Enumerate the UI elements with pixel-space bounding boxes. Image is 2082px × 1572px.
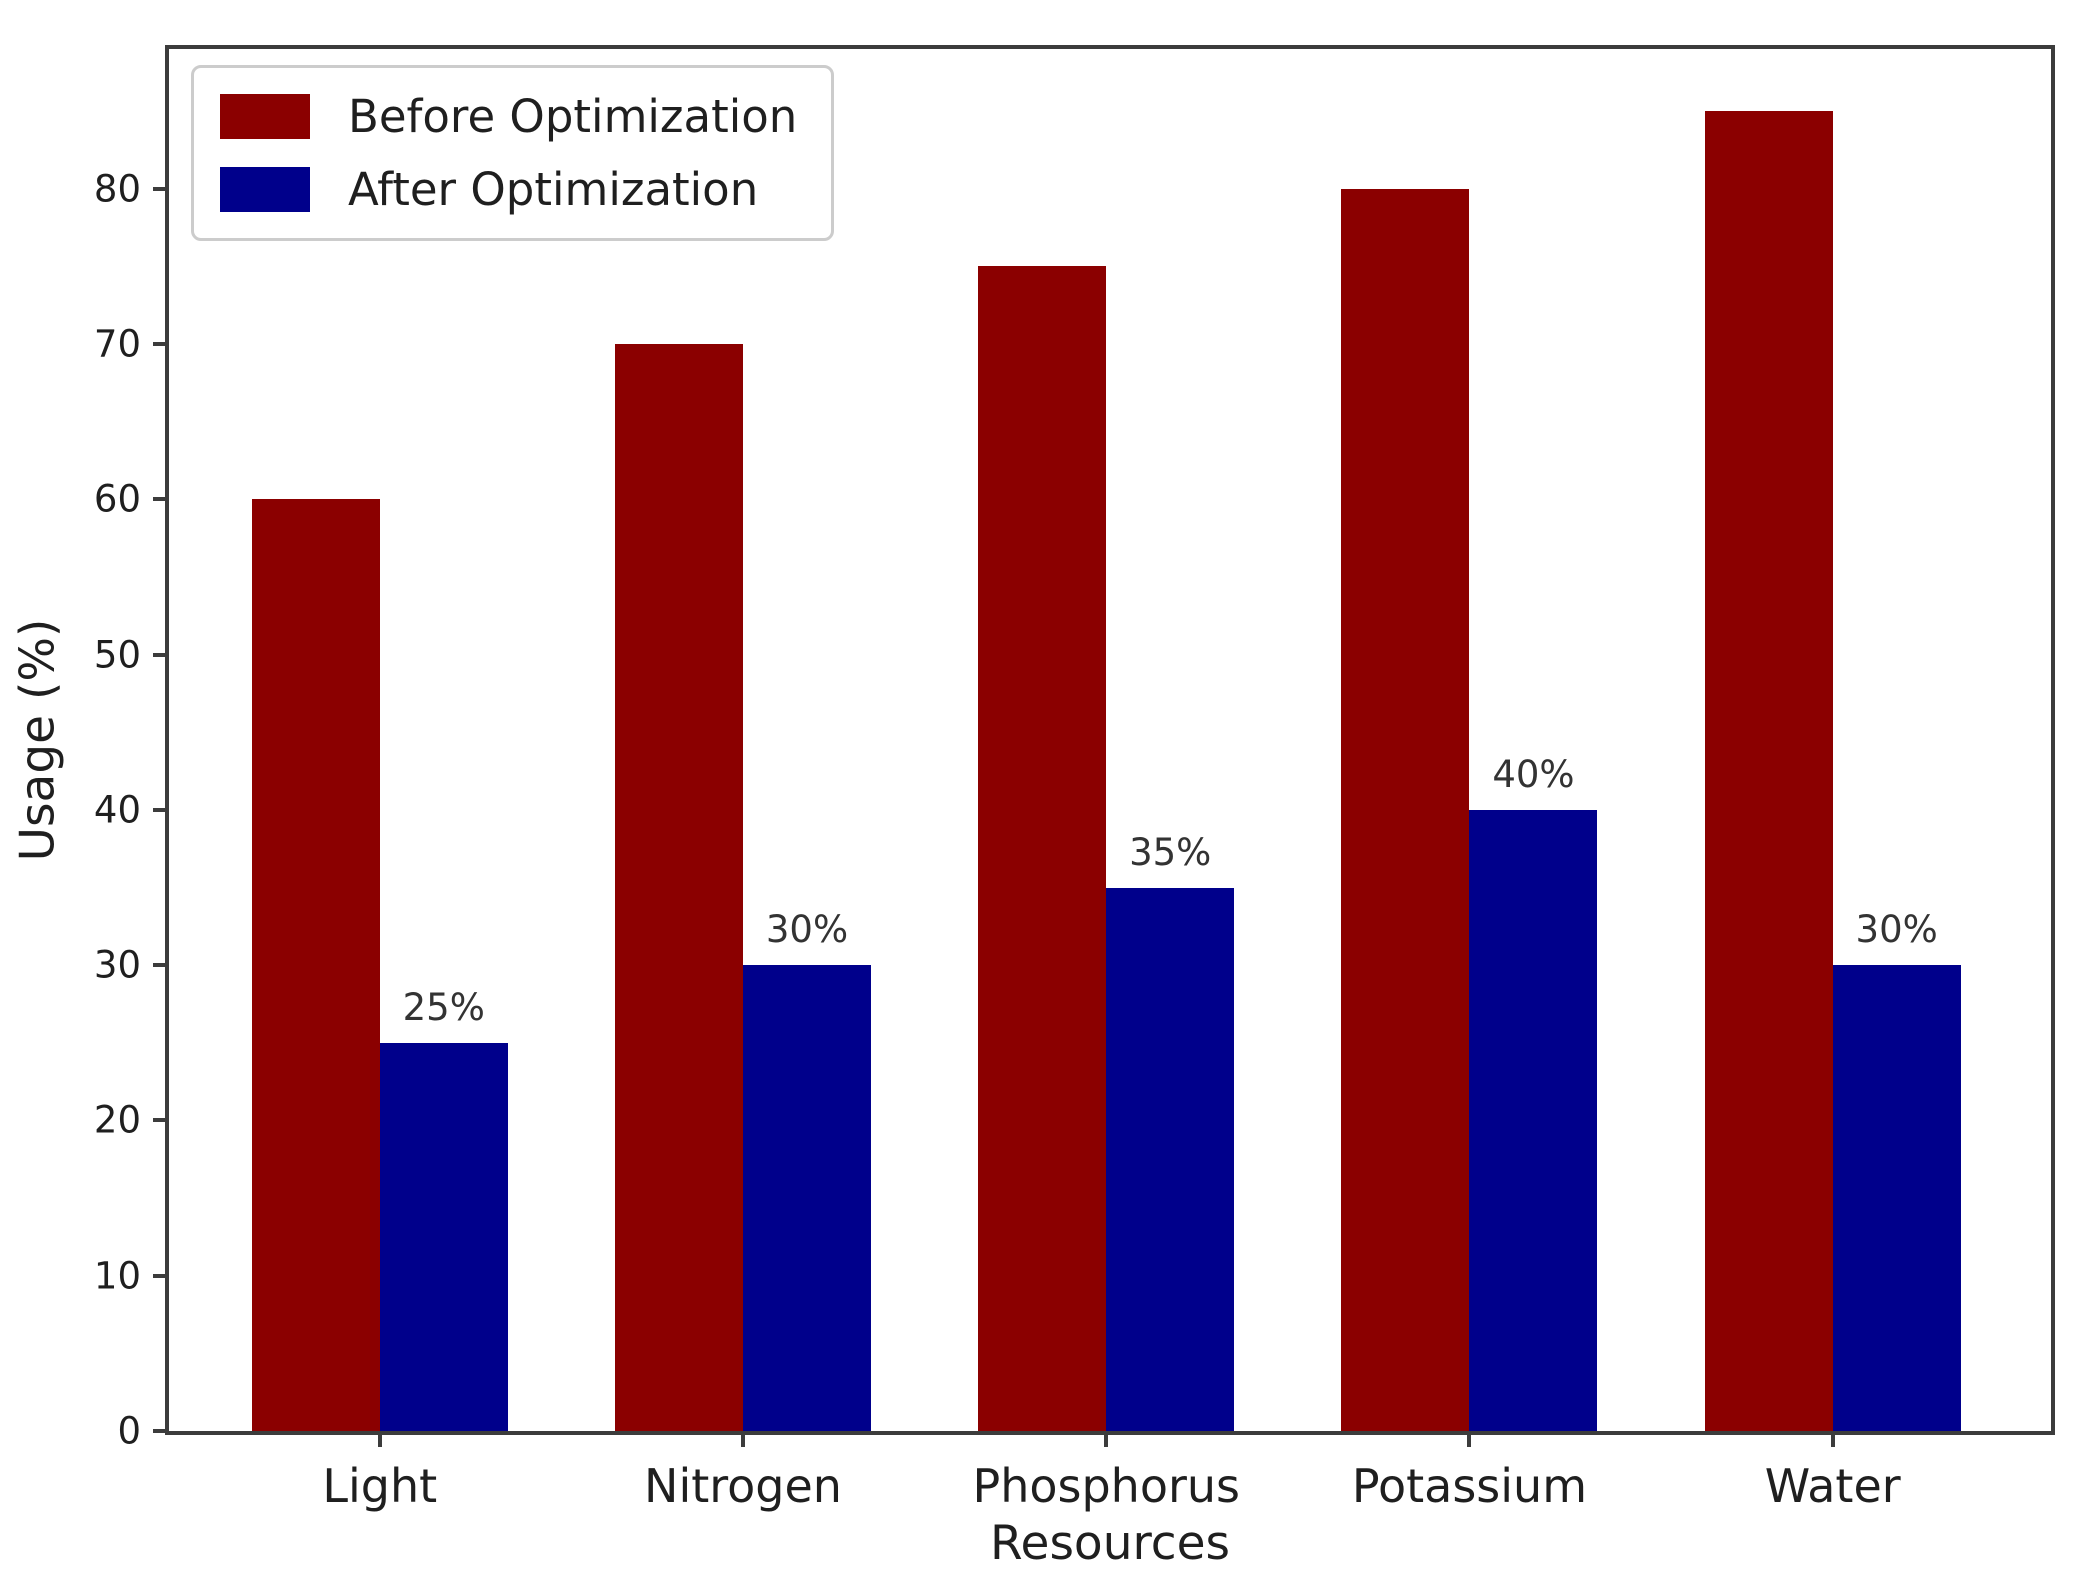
- y-axis-title: Usage (%): [10, 618, 66, 862]
- bar-before-phosphorus: [978, 266, 1107, 1431]
- x-tick-mark: [1104, 1431, 1109, 1447]
- y-tick-label: 80: [93, 167, 141, 211]
- bar-before-potassium: [1341, 188, 1470, 1431]
- plot-area: Before Optimization After Optimization 2…: [94, 45, 2055, 1513]
- legend-item-before: Before Optimization: [220, 90, 797, 143]
- bar-value-label-light: 25%: [402, 985, 485, 1029]
- legend-label-after: After Optimization: [348, 163, 759, 216]
- bar-before-light: [251, 499, 380, 1431]
- bar-after-light: [379, 1042, 508, 1431]
- bar-value-label-phosphorus: 35%: [1129, 830, 1212, 874]
- bar-value-label-nitrogen: 30%: [765, 908, 849, 952]
- y-tick-mark: [153, 652, 169, 657]
- legend-item-after: After Optimization: [220, 163, 797, 216]
- bar-after-water: [1832, 965, 1961, 1431]
- x-tick-label-potassium: Potassium: [1351, 1459, 1588, 1513]
- bar-after-nitrogen: [743, 965, 871, 1431]
- y-tick-label: 40: [93, 788, 141, 832]
- bar-value-label-potassium: 40%: [1492, 752, 1575, 796]
- bar-before-nitrogen: [615, 344, 743, 1431]
- y-tick-mark: [153, 1118, 169, 1123]
- bar-before-water: [1704, 111, 1833, 1431]
- legend-label-before: Before Optimization: [348, 90, 798, 143]
- y-tick-label: 50: [93, 633, 141, 677]
- x-tick-label-phosphorus: Phosphorus: [972, 1459, 1241, 1513]
- y-tick-label: 10: [93, 1254, 141, 1298]
- y-tick-label: 30: [93, 943, 141, 987]
- x-tick-label-light: Light: [322, 1459, 438, 1513]
- y-tick-label: 20: [93, 1098, 141, 1142]
- x-tick-mark: [741, 1431, 745, 1447]
- y-tick-label: 60: [93, 477, 141, 521]
- legend-swatch-before: [220, 94, 310, 139]
- y-tick-label: 70: [93, 322, 141, 366]
- y-tick-mark: [153, 1429, 169, 1433]
- x-tick-mark: [1467, 1431, 1472, 1447]
- y-tick-label: 0: [117, 1409, 141, 1453]
- y-tick-mark: [153, 342, 169, 347]
- y-tick-mark: [153, 1273, 169, 1278]
- legend: Before Optimization After Optimization: [191, 65, 835, 241]
- legend-swatch-after: [220, 167, 310, 212]
- x-axis-title: Resources: [989, 1516, 1231, 1571]
- y-tick-mark: [153, 186, 169, 191]
- y-tick-mark: [153, 807, 169, 812]
- x-tick-mark: [1830, 1431, 1835, 1447]
- y-tick-mark: [153, 497, 169, 502]
- x-tick-mark: [377, 1431, 382, 1447]
- x-tick-label-nitrogen: Nitrogen: [644, 1459, 842, 1513]
- y-tick-mark: [153, 963, 169, 968]
- bar-value-label-water: 30%: [1855, 908, 1938, 952]
- bar-after-phosphorus: [1106, 887, 1235, 1431]
- bar-after-potassium: [1469, 809, 1598, 1431]
- x-tick-label-water: Water: [1764, 1459, 1901, 1513]
